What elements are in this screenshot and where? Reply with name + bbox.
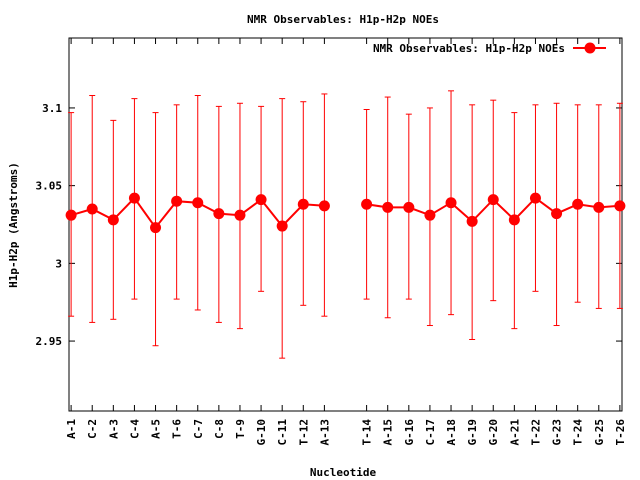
x-tick-label: G-16 xyxy=(403,419,416,446)
x-tick-label: A-15 xyxy=(382,419,395,446)
legend-marker xyxy=(584,42,596,54)
data-point xyxy=(150,222,162,234)
legend-label: NMR Observables: H1p-H2p NOEs xyxy=(373,42,565,55)
x-tick-label: C-17 xyxy=(424,419,437,446)
data-point xyxy=(508,214,520,226)
data-point xyxy=(382,201,394,213)
x-tick-label: G-10 xyxy=(255,419,268,446)
x-axis: A-1 C-2 A-3 C-4 A-5 T-6 C-7 C-8 T-9 G-10 C-11 T-12 A… xyxy=(65,38,627,446)
x-tick-label: T-22 xyxy=(529,419,542,446)
x-tick-label: G-25 xyxy=(593,419,606,446)
x-tick-label: A-21 xyxy=(508,419,521,446)
x-tick-label: T-12 xyxy=(297,419,310,446)
x-tick-label: C-2 xyxy=(86,419,99,439)
data-point xyxy=(297,198,309,210)
y-axis: 2.95 3 3.05 3.1 xyxy=(36,102,622,348)
data-point xyxy=(255,194,267,206)
x-tick-label: C-11 xyxy=(276,419,289,446)
x-tick-label: T-26 xyxy=(614,419,627,446)
data-point xyxy=(487,194,499,206)
data-point xyxy=(276,220,288,232)
x-tick-label: G-19 xyxy=(466,419,479,446)
data-point xyxy=(593,201,605,213)
data-point xyxy=(466,215,478,227)
data-point xyxy=(572,198,584,210)
y-tick-label: 3.05 xyxy=(36,180,63,193)
x-tick-label: A-18 xyxy=(445,419,458,446)
data-point xyxy=(65,209,77,221)
y-tick-label: 3 xyxy=(55,257,62,270)
x-tick-label: A-13 xyxy=(318,419,331,446)
x-tick-label: T-14 xyxy=(361,419,374,446)
data-point xyxy=(192,197,204,209)
data-point xyxy=(318,200,330,212)
data-point xyxy=(86,203,98,215)
y-tick-label: 2.95 xyxy=(36,335,63,348)
x-tick-label: T-9 xyxy=(234,419,247,439)
data-point xyxy=(171,195,183,207)
x-tick-label: A-3 xyxy=(107,419,120,439)
chart-title: NMR Observables: H1p-H2p NOEs xyxy=(247,13,439,26)
x-tick-label: C-4 xyxy=(128,419,141,439)
data-point xyxy=(107,214,119,226)
x-axis-label: Nucleotide xyxy=(310,466,377,479)
data-point xyxy=(614,200,626,212)
data-point xyxy=(445,197,457,209)
data-point xyxy=(213,208,225,220)
x-tick-label: A-1 xyxy=(65,419,78,439)
data-point xyxy=(424,209,436,221)
x-tick-label: T-24 xyxy=(572,419,585,446)
y-tick-label: 3.1 xyxy=(42,102,62,115)
data-point xyxy=(551,208,563,220)
x-tick-label: T-6 xyxy=(171,419,184,439)
plot-frame xyxy=(68,37,623,412)
data-point xyxy=(529,192,541,204)
data-point xyxy=(128,192,140,204)
x-tick-label: G-20 xyxy=(487,419,500,446)
data-points xyxy=(65,192,626,234)
x-tick-label: C-8 xyxy=(213,419,226,439)
x-tick-label: A-5 xyxy=(150,419,163,439)
data-point xyxy=(361,198,373,210)
data-point xyxy=(234,209,246,221)
x-tick-label: C-7 xyxy=(192,419,205,439)
x-tick-label: G-23 xyxy=(551,419,564,446)
data-point xyxy=(403,201,415,213)
legend: NMR Observables: H1p-H2p NOEs xyxy=(373,42,606,55)
y-axis-label: H1p-H2p (Angstroms) xyxy=(7,162,20,288)
